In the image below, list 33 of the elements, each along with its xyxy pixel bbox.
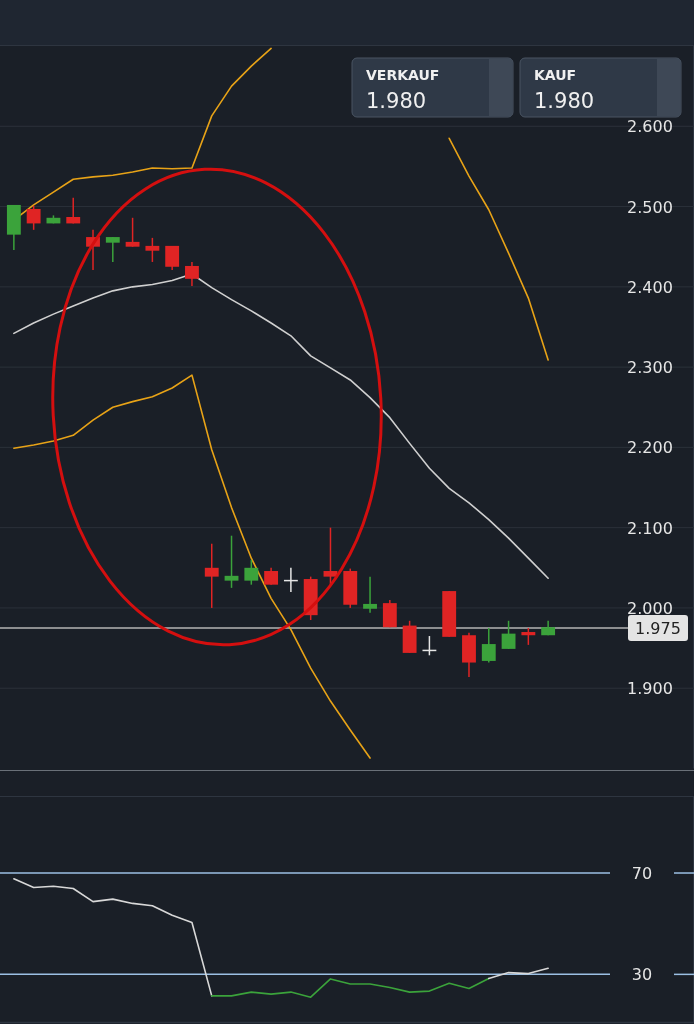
annotation: 1.980 [366,89,427,113]
y-tick-label: 2.300 [627,358,673,378]
candlestick [66,196,81,225]
y-tick-label: 2.100 [627,518,673,538]
candlestick [224,534,239,589]
y-tick-label: 2.400 [627,277,673,297]
candlestick [185,261,199,287]
y-tick-label: 1.900 [627,679,673,699]
annotation: VERKAUF [366,67,440,83]
candlestick [145,237,160,263]
candlestick [26,205,41,231]
annotation: KAUF [534,67,577,83]
annotation: 1.980 [534,89,595,113]
y-tick-label: 2.200 [627,438,673,458]
y-tick-label: 30 [631,965,653,985]
ref-line-label: 1.975 [635,618,681,638]
candlestick [244,559,259,586]
price-tag: 1.975 [628,615,688,641]
line-series [487,967,549,980]
y-tick-label: 2.600 [627,117,673,137]
line-series [210,977,490,998]
candlestick [363,575,377,614]
candlestick [165,245,180,271]
candlestick [323,526,338,586]
candlestick [204,542,219,609]
candlestick [105,236,120,263]
y-tick-label: 2.500 [627,197,673,217]
line-series [13,374,371,759]
line-series [13,878,213,997]
candlestick [481,627,496,664]
candlestick [501,620,516,650]
candlestick [125,217,140,248]
y-tick-label: 70 [631,864,653,884]
